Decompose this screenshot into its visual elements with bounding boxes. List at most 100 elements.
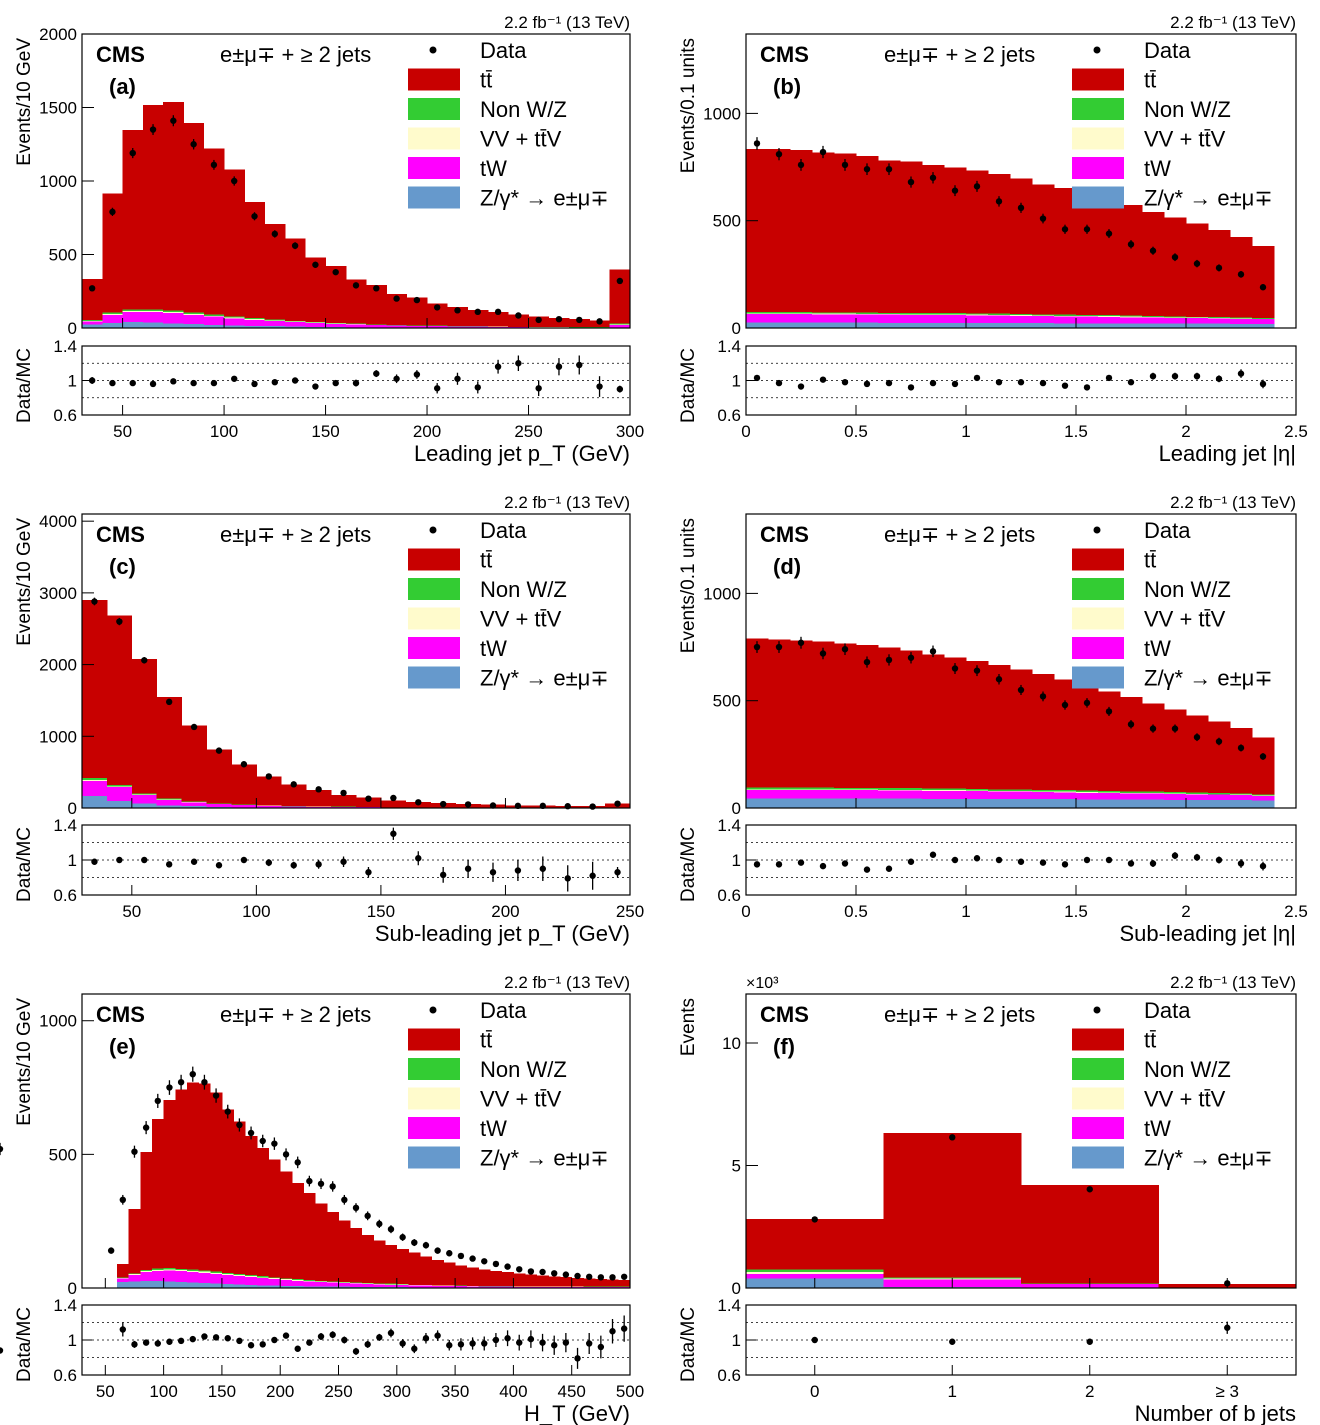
data-point (0, 1145, 4, 1153)
histogram-bar (856, 322, 879, 328)
histogram-bar (420, 1256, 433, 1285)
histogram-bar (1098, 316, 1121, 317)
histogram-bar (966, 798, 989, 808)
ratio-point (390, 830, 397, 837)
ratio-point (422, 1335, 430, 1342)
histogram-bar (944, 313, 967, 315)
data-point (352, 1204, 360, 1212)
data-point (574, 1272, 581, 1280)
histogram-bar (198, 1271, 211, 1273)
histogram-bar (198, 1282, 211, 1288)
histogram-bar (221, 1283, 234, 1288)
legend-label: Z/γ* → e±μ∓ (1144, 186, 1273, 211)
legend-label: tt̄ (1144, 68, 1156, 93)
ratio-point (492, 1336, 500, 1344)
histogram-bar (245, 1284, 258, 1288)
histogram-bar (128, 1273, 141, 1275)
histogram-bar (268, 1285, 281, 1288)
x-tick-label: 50 (122, 902, 141, 921)
legend-swatch (408, 1028, 460, 1051)
histogram-bar (1164, 793, 1187, 795)
histogram-bar (256, 1147, 269, 1277)
ratio-point (514, 867, 522, 874)
histogram-bar (256, 1278, 269, 1286)
legend-marker-data (429, 526, 437, 534)
x-tick-label: 250 (514, 422, 542, 441)
histogram-bar (350, 1283, 363, 1287)
histogram-bar (966, 661, 989, 789)
data-point (494, 308, 502, 316)
ratio-point (340, 858, 347, 865)
cms-label: CMS (760, 1002, 809, 1027)
histogram-bar (82, 777, 108, 781)
histogram-bar (944, 322, 967, 328)
histogram-bar (1120, 317, 1143, 324)
histogram-bar (812, 641, 835, 788)
histogram-bar (1186, 323, 1209, 328)
histogram-bar (106, 786, 133, 788)
data-point (481, 1258, 488, 1265)
data-point (535, 316, 542, 324)
legend-swatch (408, 1087, 460, 1110)
histogram-bar (82, 278, 103, 321)
data-point (1171, 725, 1179, 732)
histogram-bar (812, 787, 835, 790)
lumi-label: 2.2 fb⁻¹ (13 TeV) (1170, 13, 1296, 32)
legend-swatch (408, 1117, 460, 1139)
histogram-bar (350, 1283, 363, 1284)
ratio-y-tick-label: 0.6 (53, 1366, 77, 1385)
histogram-bar (345, 324, 367, 328)
ratio-point (312, 383, 319, 390)
legend-swatch (1072, 637, 1124, 659)
histogram-bar (142, 322, 164, 328)
ratio-point (1171, 372, 1179, 380)
histogram-bar (373, 1283, 386, 1285)
histogram-bar (746, 787, 769, 790)
histogram-bar (1010, 323, 1033, 328)
data-point (797, 639, 805, 646)
histogram-bar (315, 1281, 328, 1283)
ratio-point (141, 856, 148, 864)
ratio-point (797, 859, 805, 866)
x-tick-label: 300 (616, 422, 644, 441)
ratio-point (236, 1337, 243, 1345)
x-tick-label: 100 (210, 422, 238, 441)
data-point (1149, 725, 1157, 732)
histogram-bar (140, 1281, 153, 1288)
histogram-bar (571, 1277, 584, 1287)
histogram-bar (338, 1283, 351, 1287)
y-axis-exponent: ×10³ (746, 975, 779, 992)
histogram-bar (900, 790, 923, 799)
histogram-bar (233, 1274, 246, 1276)
ratio-point (210, 379, 218, 387)
legend-label: tW (1144, 1116, 1171, 1141)
data-point (616, 277, 624, 285)
ratio-point (177, 1337, 185, 1345)
ratio-point (373, 370, 380, 377)
ratio-point (797, 383, 805, 390)
ratio-point (434, 1332, 441, 1339)
histogram-bar (560, 1277, 573, 1287)
histogram-bar (303, 1281, 316, 1287)
histogram-bar (746, 313, 769, 315)
legend-swatch (408, 127, 460, 150)
legend-label: Non W/Z (480, 577, 567, 602)
data-point (951, 187, 959, 194)
channel-label: e±μ∓ + ≥ 2 jets (220, 42, 371, 67)
channel-label: e±μ∓ + ≥ 2 jets (220, 1002, 371, 1027)
plot-frame (81, 513, 631, 809)
histogram-bar (1098, 316, 1121, 324)
plot-frame (745, 33, 1297, 329)
ratio-y-tick-label: 1.4 (717, 816, 741, 835)
histogram-bar (812, 789, 835, 790)
x-tick-label: 0 (810, 1382, 819, 1401)
histogram-bar (183, 314, 205, 324)
histogram-bar (1054, 679, 1077, 791)
histogram-bar (163, 1268, 176, 1270)
x-tick-label: ≥ 3 (1215, 1382, 1239, 1401)
data-point (317, 1180, 325, 1187)
data-point (516, 1266, 523, 1273)
histogram-bar (966, 790, 989, 792)
histogram-bar (1164, 317, 1187, 318)
